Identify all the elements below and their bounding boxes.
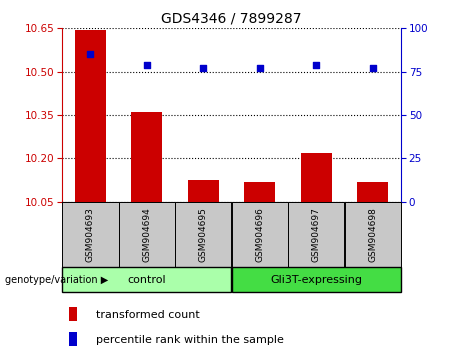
FancyBboxPatch shape bbox=[232, 267, 401, 292]
FancyBboxPatch shape bbox=[175, 202, 231, 267]
Point bbox=[87, 52, 94, 57]
Text: GSM904694: GSM904694 bbox=[142, 207, 152, 262]
Text: GSM904693: GSM904693 bbox=[86, 207, 95, 262]
Bar bbox=[69, 332, 77, 346]
FancyBboxPatch shape bbox=[62, 202, 118, 267]
FancyBboxPatch shape bbox=[232, 202, 288, 267]
FancyBboxPatch shape bbox=[62, 267, 231, 292]
Text: genotype/variation ▶: genotype/variation ▶ bbox=[5, 275, 108, 285]
FancyBboxPatch shape bbox=[119, 202, 175, 267]
Bar bbox=[131, 112, 162, 202]
Point bbox=[313, 62, 320, 68]
Text: transformed count: transformed count bbox=[96, 310, 200, 320]
Text: GSM904695: GSM904695 bbox=[199, 207, 208, 262]
Point bbox=[369, 65, 377, 71]
Text: GSM904697: GSM904697 bbox=[312, 207, 321, 262]
Title: GDS4346 / 7899287: GDS4346 / 7899287 bbox=[161, 12, 302, 26]
Text: GSM904698: GSM904698 bbox=[368, 207, 378, 262]
Text: GSM904696: GSM904696 bbox=[255, 207, 265, 262]
FancyBboxPatch shape bbox=[345, 202, 401, 267]
Bar bbox=[301, 153, 332, 202]
Bar bbox=[188, 180, 219, 202]
Bar bbox=[69, 307, 77, 321]
Point bbox=[256, 65, 264, 71]
Bar bbox=[357, 182, 388, 202]
FancyBboxPatch shape bbox=[288, 202, 344, 267]
Text: percentile rank within the sample: percentile rank within the sample bbox=[96, 335, 284, 344]
Point bbox=[200, 65, 207, 71]
Point bbox=[143, 62, 151, 68]
Text: Gli3T-expressing: Gli3T-expressing bbox=[270, 275, 362, 285]
Text: control: control bbox=[128, 275, 166, 285]
Bar bbox=[75, 30, 106, 202]
Bar bbox=[244, 182, 275, 202]
